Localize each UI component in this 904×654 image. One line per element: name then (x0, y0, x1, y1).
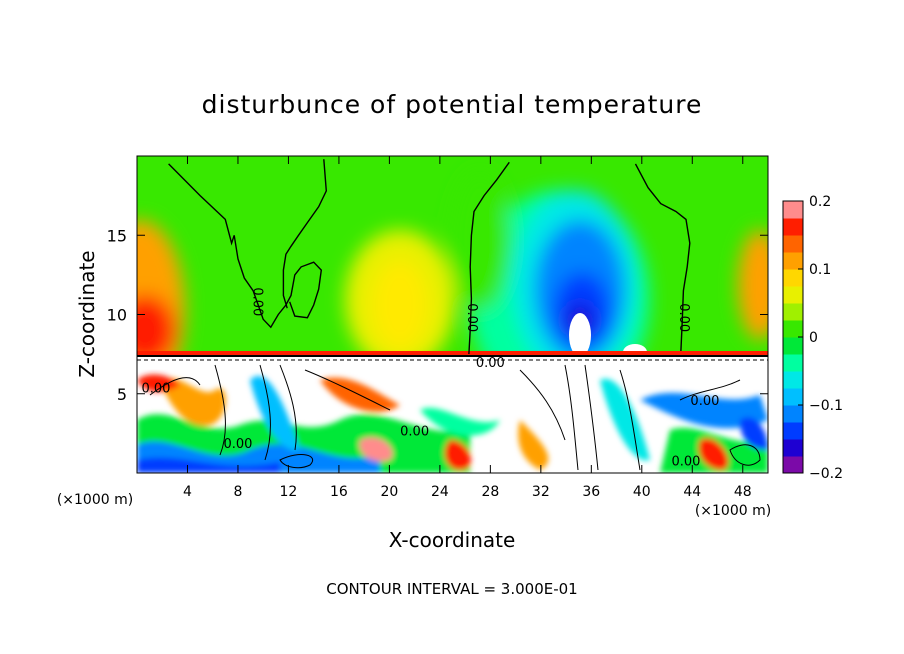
colorbar-tick-label: 0.1 (809, 262, 831, 278)
colorbar-swatch (783, 218, 803, 236)
y-tick-label: 10 (107, 306, 127, 325)
contour-label: 0.00 (249, 287, 264, 316)
colorbar-swatch (783, 354, 803, 372)
warm-right-edge (738, 230, 768, 340)
x-axis-label: X-coordinate (389, 528, 516, 552)
x-tick-label: 16 (330, 484, 348, 500)
x-tick-label: 32 (532, 484, 550, 500)
inversion-line (137, 355, 768, 357)
x-unit-label-right: (×1000 m) (695, 503, 771, 519)
x-tick-label: 40 (633, 484, 651, 500)
hot-left-edge (137, 295, 175, 365)
plot-area: 0.00 0.00 0.00 0.00 0.00 0.00 0.00 0.00 0.00 (137, 156, 768, 473)
colorbar-swatch (783, 439, 803, 457)
contour-zero-line-3 (468, 161, 510, 355)
y-tick-label: 15 (107, 226, 127, 245)
y-tick-label: 5 (117, 385, 127, 404)
y-axis-label: Z-coordinate (75, 250, 99, 377)
colorbar-swatch (783, 201, 803, 219)
x-unit-label-left: (×1000 m) (57, 492, 133, 508)
colorbar-tick-label: −0.2 (809, 466, 843, 482)
colorbar-ticks: 0.2 0.1 0 −0.1 −0.2 (798, 194, 843, 482)
contour-label: 0.00 (141, 381, 170, 396)
contour-interval-note: CONTOUR INTERVAL = 3.000E-01 (326, 580, 577, 598)
x-tick-label: 24 (431, 484, 449, 500)
inversion-band (137, 351, 768, 355)
undefined-patch (569, 313, 591, 357)
contour-label: 0.00 (464, 303, 479, 332)
contour-label: 0.00 (476, 356, 505, 371)
contour-label: 0.00 (223, 437, 252, 452)
contour-label: 0.00 (676, 303, 691, 332)
colorbar-swatch (783, 235, 803, 253)
x-tick-label: 48 (734, 484, 752, 500)
colorbar-tick-label: 0.2 (809, 194, 831, 210)
contour-zero-line-1 (168, 163, 323, 329)
colorbar-swatch (783, 422, 803, 440)
x-tick-label: 36 (582, 484, 600, 500)
chart-title: disturbunce of potential temperature (202, 90, 703, 119)
colorbar-swatch (783, 388, 803, 406)
green-tongue (450, 170, 510, 310)
lower-field (137, 357, 768, 473)
contour-layer (168, 159, 691, 355)
colorbar-swatch (783, 269, 803, 287)
colorbar-swatch (783, 320, 803, 338)
colorbar-swatch (783, 456, 803, 474)
colorbar-swatch (783, 337, 803, 355)
colorbar (783, 201, 803, 474)
x-tick-label: 28 (481, 484, 499, 500)
contour-label: 0.00 (400, 424, 429, 439)
colorbar-swatch (783, 371, 803, 389)
warm-core-center-inner (372, 260, 428, 350)
x-tick-label: 12 (280, 484, 298, 500)
contour-zero-line-2 (282, 159, 328, 309)
x-tick-label: 44 (683, 484, 701, 500)
contour-zero-line-4 (634, 163, 691, 352)
contour-label-layer: 0.00 0.00 0.00 0.00 0.00 0.00 0.00 0.00 0.00 (141, 287, 719, 469)
contour-label: 0.00 (690, 394, 719, 409)
x-tick-label: 8 (233, 484, 242, 500)
lower-contours (137, 359, 768, 471)
colorbar-swatch (783, 405, 803, 423)
x-axis: 4 8 12 16 20 24 28 32 36 40 44 48 (183, 156, 752, 500)
colorbar-swatch (783, 286, 803, 304)
y-axis: 5 10 15 (107, 226, 768, 404)
x-tick-label: 4 (183, 484, 192, 500)
x-tick-label: 20 (380, 484, 398, 500)
colorbar-swatch (783, 303, 803, 321)
colorbar-swatch (783, 252, 803, 270)
colorbar-tick-label: −0.1 (809, 398, 843, 414)
colorbar-tick-label: 0 (809, 330, 818, 346)
contour-label: 0.00 (671, 454, 700, 469)
